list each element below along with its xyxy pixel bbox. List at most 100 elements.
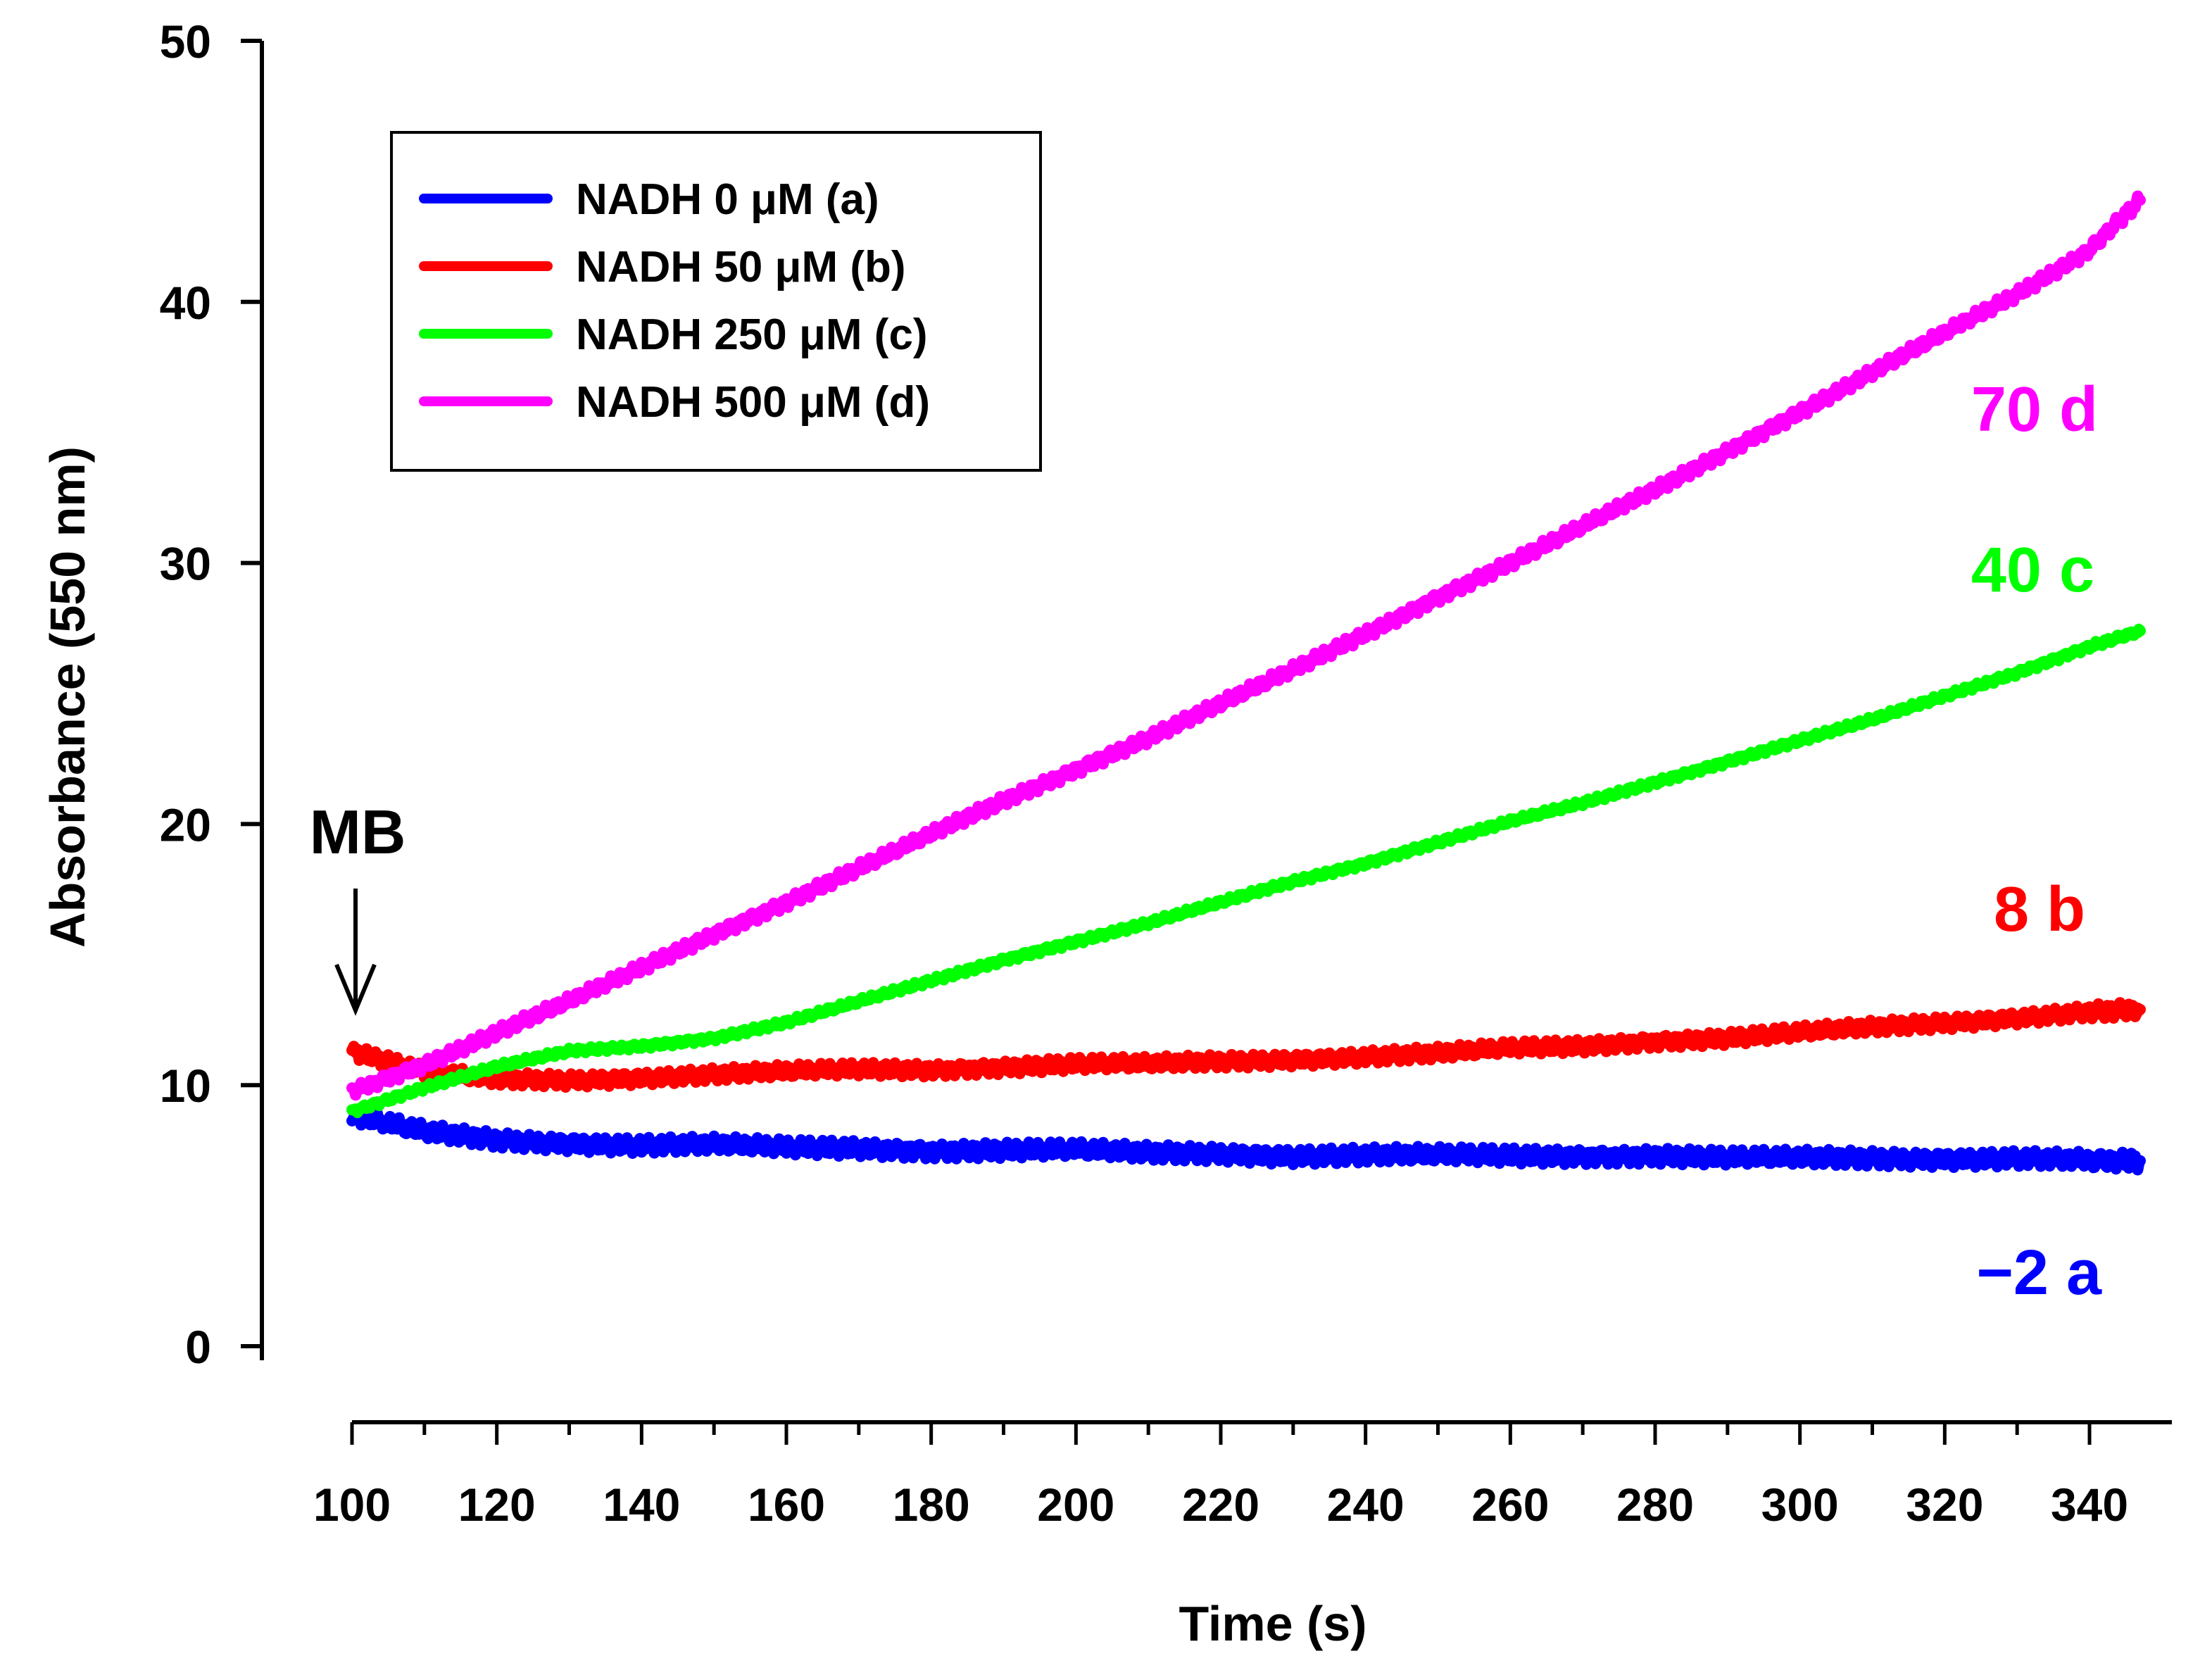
legend-label-c: NADH 250 μM (c) bbox=[576, 310, 928, 359]
x-tick-label: 260 bbox=[1471, 1479, 1549, 1531]
legend: NADH 0 μM (a) NADH 50 μM (b) NADH 250 μM… bbox=[390, 131, 1042, 472]
data-point-d bbox=[1942, 330, 1948, 337]
data-point-a bbox=[1362, 1153, 1369, 1159]
data-point-b bbox=[1507, 1046, 1514, 1052]
data-point-d bbox=[928, 832, 934, 838]
data-point-a bbox=[494, 1137, 500, 1143]
data-point-d bbox=[711, 931, 717, 937]
data-point-d bbox=[421, 1061, 427, 1067]
x-tick-label: 320 bbox=[1906, 1479, 1983, 1531]
data-point-c bbox=[421, 1084, 427, 1091]
data-point-b bbox=[928, 1066, 934, 1072]
data-point-b bbox=[2087, 1009, 2093, 1015]
data-point-a bbox=[1145, 1150, 1152, 1156]
series-layer bbox=[346, 190, 2146, 1176]
data-point-a bbox=[855, 1145, 862, 1151]
data-point-c bbox=[855, 998, 862, 1005]
data-point-d bbox=[1580, 523, 1586, 529]
data-point-b bbox=[784, 1069, 790, 1075]
data-point-b bbox=[566, 1077, 572, 1083]
x-tick-label: 300 bbox=[1761, 1479, 1839, 1531]
data-point-a bbox=[1942, 1155, 1948, 1162]
data-point-b bbox=[2014, 1014, 2021, 1020]
data-point-d bbox=[349, 1087, 355, 1093]
data-point-b bbox=[1000, 1064, 1007, 1070]
data-point-c bbox=[1290, 878, 1296, 884]
data-point-c bbox=[349, 1108, 355, 1115]
data-point-b bbox=[1724, 1035, 1730, 1041]
data-point-a bbox=[784, 1145, 790, 1151]
mb-arrow-head bbox=[334, 963, 377, 1016]
data-point-c bbox=[1362, 860, 1369, 867]
data-point-b bbox=[1145, 1061, 1152, 1067]
data-point-b bbox=[855, 1066, 862, 1072]
data-point-d bbox=[1652, 487, 1659, 493]
data-point-d bbox=[784, 899, 790, 905]
data-point-c bbox=[2087, 644, 2093, 650]
x-tick-label: 120 bbox=[458, 1479, 536, 1531]
data-point-a bbox=[1652, 1153, 1659, 1159]
data-point-b bbox=[2137, 1006, 2143, 1012]
data-point-c bbox=[639, 1043, 645, 1049]
data-point-d bbox=[855, 865, 862, 872]
data-point-c bbox=[1073, 939, 1079, 945]
data-point-a bbox=[421, 1129, 427, 1135]
data-point-c bbox=[711, 1035, 717, 1041]
data-point-d bbox=[1218, 701, 1224, 707]
data-point-b bbox=[1435, 1050, 1441, 1057]
data-point-d bbox=[1507, 560, 1514, 566]
x-tick-label: 160 bbox=[748, 1479, 825, 1531]
y-axis-title: Absorbance (550 nm) bbox=[40, 446, 95, 948]
data-point-a bbox=[1724, 1155, 1730, 1162]
series-line-a bbox=[346, 1103, 2146, 1176]
data-point-d bbox=[1145, 735, 1152, 741]
data-point-a bbox=[566, 1139, 572, 1146]
x-tick-label: 220 bbox=[1182, 1479, 1259, 1531]
data-point-d bbox=[2137, 197, 2143, 203]
data-point-c bbox=[1797, 737, 1803, 744]
x-tick-label: 140 bbox=[603, 1479, 680, 1531]
data-point-b bbox=[1073, 1061, 1079, 1067]
data-point-c bbox=[1942, 693, 1948, 699]
data-point-d bbox=[1797, 408, 1803, 415]
data-point-c bbox=[1580, 800, 1586, 806]
x-tick-label: 100 bbox=[313, 1479, 391, 1531]
data-point-d bbox=[1362, 630, 1369, 636]
data-point-a bbox=[1290, 1153, 1296, 1159]
data-point-d bbox=[566, 998, 572, 1005]
series-line-d bbox=[346, 190, 2146, 1101]
data-point-d bbox=[1435, 594, 1441, 600]
data-point-d bbox=[2014, 291, 2021, 297]
data-point-d bbox=[1724, 448, 1730, 454]
data-point-c bbox=[928, 977, 934, 984]
data-point-a bbox=[1218, 1150, 1224, 1156]
data-point-c bbox=[1652, 779, 1659, 786]
data-point-b bbox=[1869, 1024, 1875, 1031]
data-point-d bbox=[639, 965, 645, 971]
data-point-a bbox=[1000, 1147, 1007, 1153]
x-tick-label: 340 bbox=[2051, 1479, 2128, 1531]
data-point-b bbox=[349, 1048, 355, 1054]
data-point-c bbox=[1218, 899, 1224, 905]
data-point-a bbox=[1580, 1153, 1586, 1159]
data-point-b bbox=[1218, 1058, 1224, 1065]
data-point-a bbox=[1797, 1155, 1803, 1162]
data-point-b bbox=[1652, 1038, 1659, 1044]
data-point-a bbox=[711, 1142, 717, 1148]
y-tick-label: 40 bbox=[160, 277, 211, 329]
data-point-b bbox=[711, 1072, 717, 1078]
x-tick-label: 240 bbox=[1327, 1479, 1405, 1531]
data-point-a bbox=[2014, 1155, 2021, 1162]
series-line-b bbox=[346, 997, 2146, 1093]
data-point-d bbox=[1073, 766, 1079, 772]
data-point-c bbox=[784, 1020, 790, 1026]
data-point-a bbox=[2087, 1158, 2093, 1164]
data-point-d bbox=[2087, 246, 2093, 253]
data-point-b bbox=[1942, 1020, 1948, 1026]
data-point-d bbox=[1869, 369, 1875, 375]
data-point-a bbox=[1507, 1153, 1514, 1159]
end-label-b: 8 b bbox=[1994, 874, 2085, 945]
end-label-d: 70 d bbox=[1971, 375, 2098, 445]
data-point-a bbox=[2137, 1158, 2143, 1164]
